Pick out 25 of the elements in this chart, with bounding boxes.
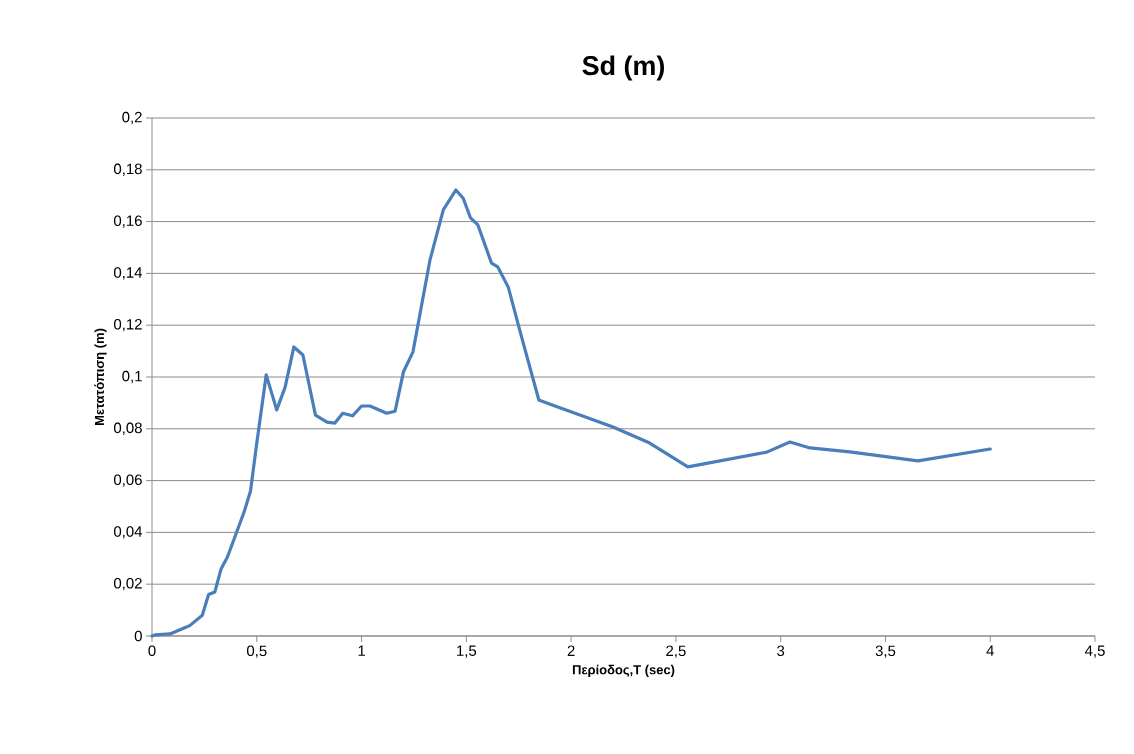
y-tick-label: 0,1 bbox=[122, 370, 142, 384]
chart-title: Sd (m) bbox=[582, 55, 664, 81]
y-tick-label: 0,2 bbox=[122, 111, 142, 125]
x-tick-label: 2,5 bbox=[666, 645, 686, 658]
y-tick-label: 0,18 bbox=[113, 163, 142, 176]
y-tick-label: 0 bbox=[134, 630, 142, 642]
x-tick-label: 0 bbox=[148, 645, 156, 657]
y-tick-label: 0,04 bbox=[113, 526, 143, 539]
x-tick-label: 4,5 bbox=[1084, 645, 1105, 658]
x-tick-label: 1 bbox=[358, 645, 365, 656]
x-tick-label: 2 bbox=[567, 645, 575, 656]
x-axis-title: Περίοδος,T (sec) bbox=[572, 664, 675, 677]
x-tick-label: 0,5 bbox=[246, 645, 267, 658]
x-tick-label: 1,5 bbox=[457, 645, 477, 658]
y-tick-label: 0,16 bbox=[113, 215, 142, 228]
y-tick-label: 0,08 bbox=[113, 422, 142, 435]
y-tick-label: 0,02 bbox=[113, 578, 142, 591]
y-tick-label: 0,06 bbox=[113, 474, 142, 487]
x-tick-label: 3 bbox=[777, 645, 785, 657]
x-tick-label: 3,5 bbox=[875, 645, 896, 658]
x-tick-label: 4 bbox=[986, 645, 994, 656]
y-axis-title: Μετατόπιση (m) bbox=[94, 328, 107, 425]
y-tick-label: 0,14 bbox=[113, 267, 143, 280]
line-series bbox=[150, 188, 992, 638]
y-tick-label: 0,12 bbox=[113, 319, 142, 332]
